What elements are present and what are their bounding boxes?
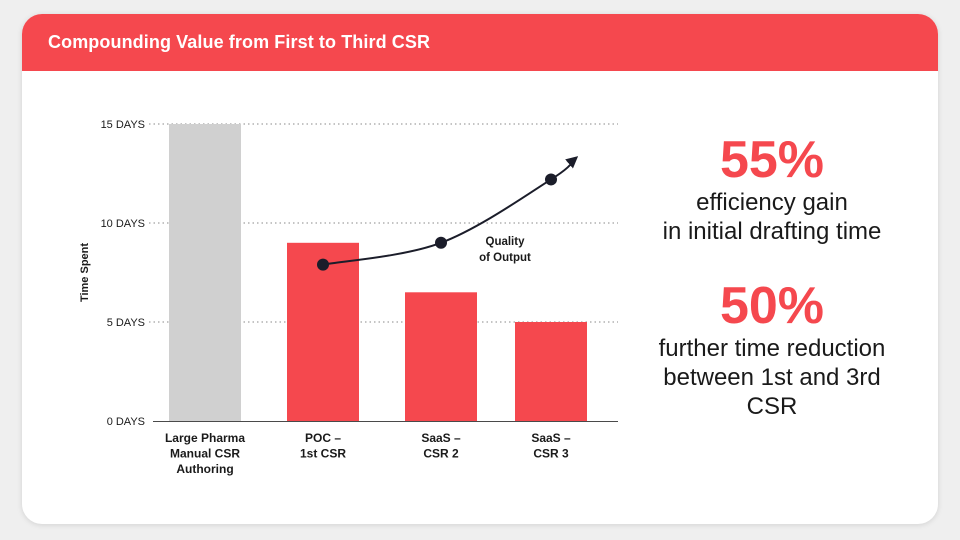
x-tick-label: Authoring <box>176 462 233 476</box>
y-tick-label: 15 DAYS <box>101 119 145 131</box>
stat-label-line: between 1st and 3rd <box>663 364 881 391</box>
stat-label-line: further time reduction <box>658 335 886 362</box>
quality-label: Quality <box>486 236 526 248</box>
x-tick-label: 1st CSR <box>300 447 346 461</box>
y-tick-label: 0 DAYS <box>107 416 145 428</box>
bar <box>515 322 587 421</box>
slide-card: Compounding Value from First to Third CS… <box>22 14 938 524</box>
x-tick-label: SaaS – <box>421 431 461 445</box>
stat-time-reduction: 50% further time reduction between 1st a… <box>622 278 922 421</box>
x-tick-label: SaaS – <box>531 431 571 445</box>
quality-point <box>317 258 329 271</box>
quality-trend-line <box>322 156 579 266</box>
page-title: Compounding Value from First to Third CS… <box>48 32 431 52</box>
quality-point <box>435 236 447 249</box>
y-tick-label: 5 DAYS <box>107 317 145 329</box>
bar <box>287 242 359 421</box>
bar-chart: 0 DAYS 5 DAYS 10 DAYS 15 DAYS Large Pharma Ma… <box>79 119 618 476</box>
x-tick-label: Large Pharma <box>165 431 245 445</box>
stat-value: 50% <box>719 277 825 335</box>
x-tick-label: CSR 3 <box>533 447 569 461</box>
stat-value: 55% <box>719 131 825 189</box>
quality-point <box>545 173 557 186</box>
stat-label-line: CSR <box>746 393 798 420</box>
quality-label: of Output <box>479 252 531 264</box>
stat-label-line: efficiency gain <box>696 189 848 216</box>
x-tick-label: POC – <box>305 431 341 445</box>
bar <box>169 124 241 421</box>
stat-label-line: in initial drafting time <box>662 218 882 245</box>
header-banner: Compounding Value from First to Third CS… <box>22 14 938 71</box>
bar <box>405 292 477 421</box>
y-tick-label: 10 DAYS <box>101 218 145 230</box>
x-tick-label: CSR 2 <box>423 447 459 461</box>
stat-efficiency-gain: 55% efficiency gain in initial drafting … <box>622 132 922 246</box>
x-tick-label: Manual CSR <box>170 447 240 461</box>
y-axis-title: Time Spent <box>79 243 91 302</box>
